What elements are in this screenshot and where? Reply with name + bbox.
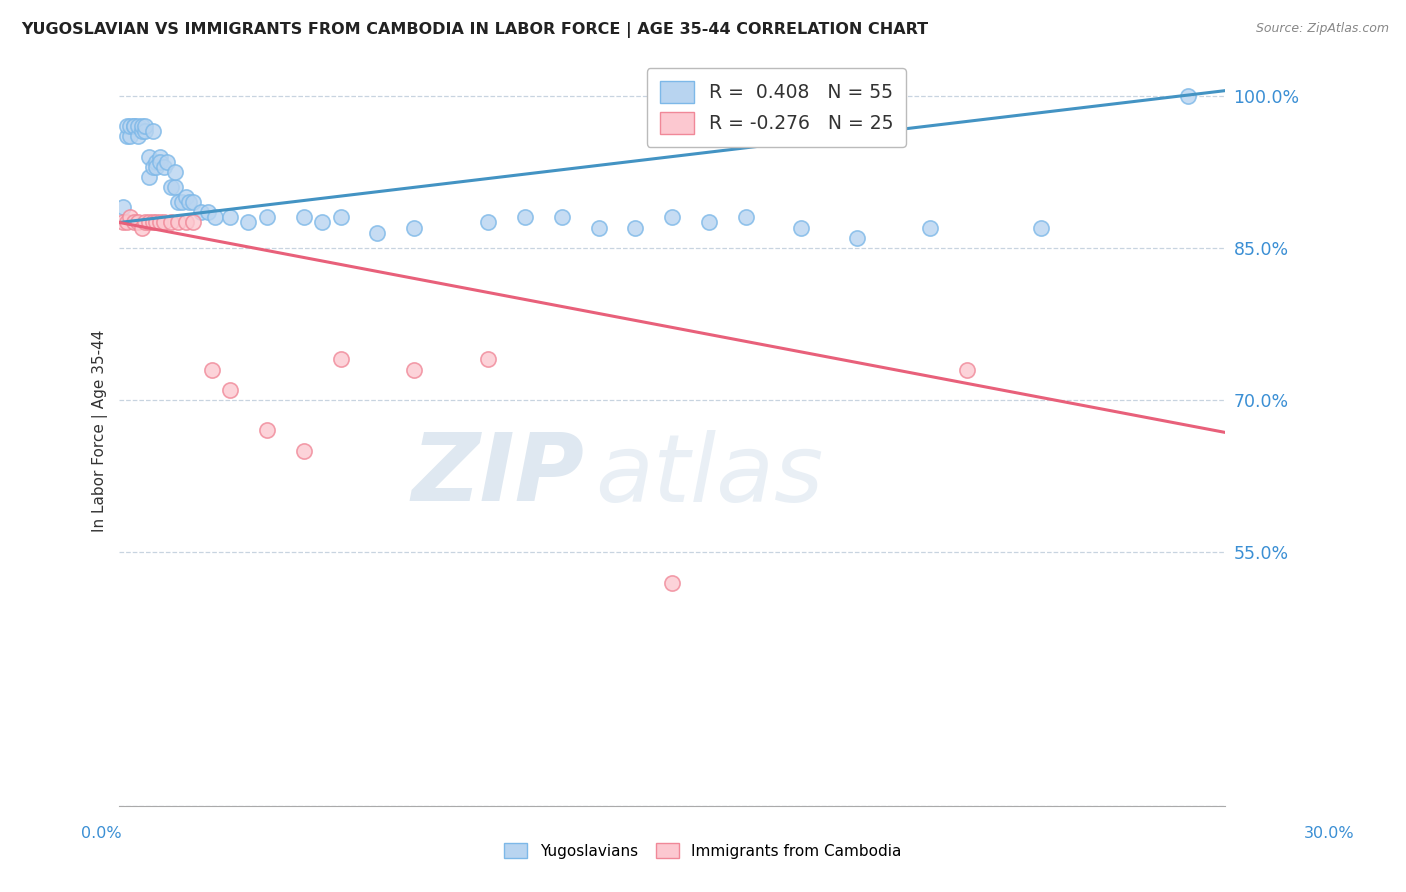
Point [163, 180, 186, 194]
Point [115, 215, 138, 229]
Point [167, 195, 190, 210]
Point [588, 220, 610, 235]
Point [160, 180, 183, 194]
Point [551, 211, 574, 225]
Point [204, 211, 226, 225]
Point [167, 215, 190, 229]
Point [624, 220, 647, 235]
Point [149, 215, 172, 229]
Point [238, 215, 260, 229]
Legend: Yugoslavians, Immigrants from Cambodia: Yugoslavians, Immigrants from Cambodia [498, 837, 908, 864]
Point [149, 154, 172, 169]
Point [127, 129, 149, 144]
Point [120, 129, 142, 144]
Point [134, 119, 156, 133]
Point [1029, 220, 1052, 235]
Point [134, 215, 156, 229]
Point [735, 211, 758, 225]
Point [138, 169, 160, 184]
Point [142, 215, 165, 229]
Text: ZIP: ZIP [411, 429, 583, 522]
Point [145, 215, 167, 229]
Point [152, 160, 174, 174]
Text: atlas: atlas [595, 430, 823, 521]
Point [115, 129, 138, 144]
Point [152, 215, 174, 229]
Point [142, 124, 165, 138]
Point [197, 205, 219, 219]
Point [131, 124, 153, 138]
Point [142, 160, 165, 174]
Point [145, 160, 167, 174]
Point [120, 211, 142, 225]
Point [138, 215, 160, 229]
Point [404, 220, 426, 235]
Point [477, 215, 499, 229]
Point [145, 154, 167, 169]
Text: Source: ZipAtlas.com: Source: ZipAtlas.com [1256, 22, 1389, 36]
Point [174, 215, 197, 229]
Point [956, 362, 979, 376]
Point [200, 362, 222, 376]
Legend: R =  0.408   N = 55, R = -0.276   N = 25: R = 0.408 N = 55, R = -0.276 N = 25 [647, 69, 907, 147]
Point [174, 190, 197, 204]
Point [256, 211, 278, 225]
Point [790, 220, 813, 235]
Point [172, 195, 194, 210]
Point [127, 119, 149, 133]
Point [311, 215, 333, 229]
Point [404, 362, 426, 376]
Text: 0.0%: 0.0% [82, 827, 121, 841]
Point [131, 119, 153, 133]
Point [845, 230, 868, 244]
Point [179, 195, 201, 210]
Point [477, 352, 499, 367]
Point [134, 124, 156, 138]
Point [920, 220, 942, 235]
Point [697, 215, 720, 229]
Point [112, 215, 135, 229]
Point [1177, 88, 1199, 103]
Point [156, 154, 179, 169]
Point [131, 220, 153, 235]
Point [181, 195, 204, 210]
Point [160, 215, 183, 229]
Point [661, 575, 683, 590]
Point [256, 424, 278, 438]
Text: YUGOSLAVIAN VS IMMIGRANTS FROM CAMBODIA IN LABOR FORCE | AGE 35-44 CORRELATION C: YUGOSLAVIAN VS IMMIGRANTS FROM CAMBODIA … [21, 22, 928, 38]
Point [138, 150, 160, 164]
Point [219, 211, 242, 225]
Point [149, 150, 172, 164]
Point [513, 211, 536, 225]
Point [329, 352, 352, 367]
Point [122, 215, 145, 229]
Point [120, 119, 142, 133]
Point [181, 215, 204, 229]
Point [163, 165, 186, 179]
Point [661, 211, 683, 225]
Point [122, 119, 145, 133]
Point [366, 226, 388, 240]
Point [292, 443, 315, 458]
Point [219, 383, 242, 397]
Point [190, 205, 212, 219]
Y-axis label: In Labor Force | Age 35-44: In Labor Force | Age 35-44 [93, 329, 108, 532]
Point [292, 211, 315, 225]
Point [329, 211, 352, 225]
Point [127, 215, 149, 229]
Text: 30.0%: 30.0% [1303, 827, 1354, 841]
Point [115, 119, 138, 133]
Point [112, 200, 135, 214]
Point [122, 119, 145, 133]
